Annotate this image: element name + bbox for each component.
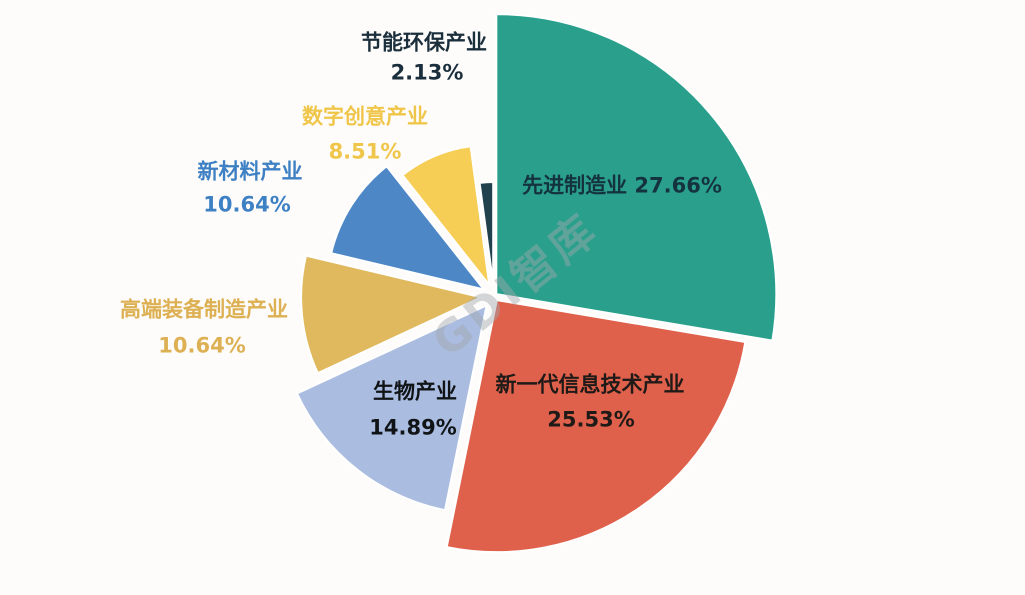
slice-label-2-name: 新一代信息技术产业: [495, 372, 685, 397]
pie-slice-2: [445, 299, 747, 554]
slice-label-5-name: 新材料产业: [197, 159, 303, 184]
slice-label-6-pct: 8.51%: [328, 139, 402, 164]
slice-label-7-name: 节能环保产业: [361, 30, 487, 55]
slice-label-6-name: 数字创意产业: [302, 104, 428, 129]
slice-label-1-name-and-pct: 先进制造业 27.66%: [522, 173, 722, 198]
slice-label-3-name: 生物产业: [373, 379, 457, 404]
pie-slice-5: [330, 165, 485, 291]
pie-slice-7: [478, 180, 495, 285]
slice-label-7-pct: 2.13%: [390, 60, 464, 85]
slice-label-4-name: 高端装备制造产业: [120, 297, 288, 322]
pie-slice-3: [296, 304, 488, 512]
slice-label-2-pct: 25.53%: [547, 407, 635, 432]
pie-slice-1: [495, 13, 778, 342]
slice-label-3-pct: 14.89%: [369, 415, 457, 440]
pie-slice-4: [300, 254, 483, 375]
pie-slice-6: [401, 145, 491, 286]
slice-label-4-pct: 10.64%: [158, 333, 246, 358]
slice-label-5-pct: 10.64%: [203, 192, 291, 217]
